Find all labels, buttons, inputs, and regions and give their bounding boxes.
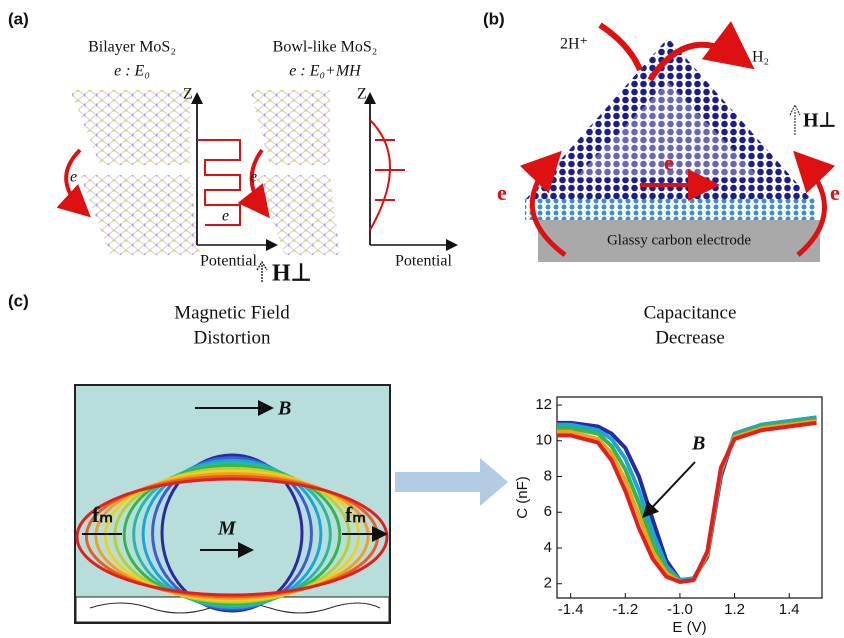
series-line <box>557 423 817 582</box>
title: Decrease <box>655 327 725 348</box>
field-arrow <box>257 262 267 282</box>
panel-label: (c) <box>8 291 29 310</box>
annotation-arrow <box>645 462 695 515</box>
panel-a: (a) Bilayer MoS₂ e : E₀ Bowl-like MoS₂ e… <box>8 9 455 286</box>
y-tick-label: 2 <box>544 575 552 592</box>
electrode-label: Glassy carbon electrode <box>607 232 751 248</box>
y-tick-label: 6 <box>544 503 552 520</box>
electron: e <box>250 169 257 186</box>
y-tick-label: 10 <box>535 432 552 449</box>
electron: e <box>497 180 507 205</box>
axis-label: Z <box>357 86 367 103</box>
title: Magnetic Field <box>174 302 290 323</box>
lattice <box>250 90 330 165</box>
y-tick-label: 12 <box>535 396 552 413</box>
x-tick-label: 1.2 <box>724 601 745 618</box>
y-tick-label: 8 <box>544 467 552 484</box>
x-tick-label: -1.4 <box>558 601 584 618</box>
substrate <box>525 198 815 220</box>
title: Bilayer MoS₂ <box>88 39 176 56</box>
y-tick-label: 4 <box>544 539 552 556</box>
energy: e : E₀ <box>114 63 150 80</box>
electron: e <box>70 169 77 186</box>
potential <box>370 120 390 230</box>
electron: e <box>830 180 840 205</box>
panel-b: (b) Glassy carbon electrode 2H⁺ H₂ H⊥ e … <box>483 9 840 262</box>
series-line <box>557 421 817 582</box>
field: B <box>277 398 291 420</box>
x-tick-label: 1.4 <box>779 601 800 618</box>
title: Distortion <box>193 327 271 348</box>
electron: e <box>664 150 674 175</box>
lattice <box>70 90 190 165</box>
field-arrow <box>790 105 800 135</box>
electron: e <box>222 208 229 225</box>
panel-c: (c) Magnetic Field Distortion Capacitanc… <box>8 291 736 623</box>
force: fₘ <box>92 502 113 527</box>
field: H⊥ <box>272 261 312 287</box>
x-tick-label: -1.2 <box>612 601 638 618</box>
magnetization: M <box>217 518 237 540</box>
x-tick-label: -1.0 <box>667 601 693 618</box>
y-axis-label: C (nF) <box>514 476 531 519</box>
plot: 2 4 6 8 10 12 -1.4 -1.2 -1.0 1.2 1.4 E (V) C (nF) B <box>514 396 822 636</box>
annotation: B <box>691 433 705 455</box>
axis-label: Potential <box>395 253 452 270</box>
figure: (a) Bilayer MoS₂ e : E₀ Bowl-like MoS₂ e… <box>0 0 844 638</box>
axis-label: Z <box>183 86 193 103</box>
force: fₘ <box>345 502 366 527</box>
reaction-arrow <box>600 25 640 70</box>
reactant: 2H⁺ <box>560 36 588 53</box>
potential <box>197 140 240 225</box>
title: Capacitance <box>644 302 737 323</box>
product: H₂ <box>752 49 769 66</box>
x-axis-label: E (V) <box>672 619 706 636</box>
block-arrow <box>395 458 508 506</box>
lattice <box>255 175 340 255</box>
field: H⊥ <box>803 110 836 132</box>
title: Bowl-like MoS₂ <box>273 39 378 56</box>
energy: e : E₀+MH <box>289 63 362 80</box>
lattice <box>80 175 200 255</box>
levels <box>375 140 405 200</box>
panel-label: (a) <box>8 9 29 28</box>
axis-label: Potential <box>200 253 257 270</box>
panel-label: (b) <box>483 9 505 28</box>
